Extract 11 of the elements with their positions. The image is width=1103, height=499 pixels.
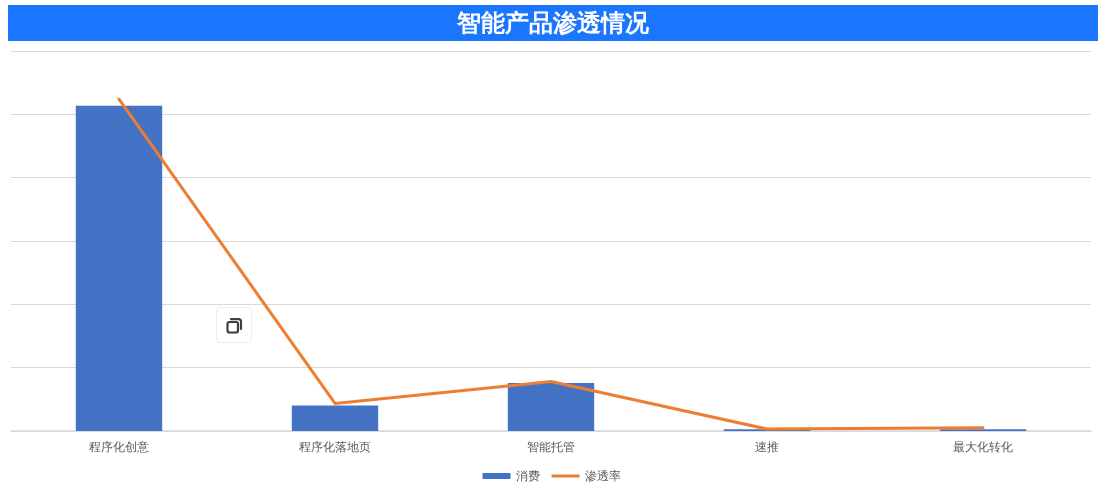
legend-label: 渗透率 (584, 469, 621, 483)
x-tick-label: 最大化转化 (953, 440, 1013, 454)
x-tick-label: 速推 (755, 440, 779, 454)
bar (75, 105, 163, 431)
legend-label: 消费 (515, 469, 540, 483)
x-tick-label: 智能托管 (527, 440, 575, 454)
bar (291, 405, 379, 431)
chart-title: 智能产品渗透情况 (8, 5, 1098, 41)
x-tick-label: 程序化创意 (89, 440, 149, 454)
x-tick-label: 程序化落地页 (299, 440, 371, 454)
bar (507, 382, 595, 431)
